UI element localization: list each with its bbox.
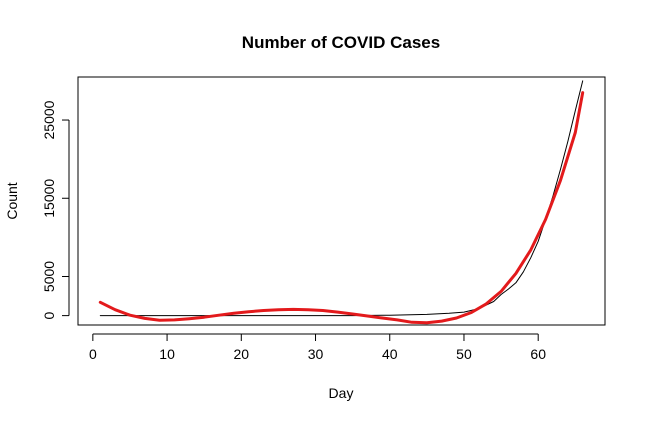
plot-frame <box>77 76 606 326</box>
x-axis: 0 10 20 30 40 50 60 <box>89 333 546 362</box>
x-tick-label: 60 <box>530 346 546 362</box>
x-tick-label: 20 <box>234 346 250 362</box>
x-axis-label: Day <box>329 385 354 401</box>
y-tick-label: 5000 <box>41 261 57 292</box>
series-line-2 <box>98 91 585 325</box>
chart-title: Number of COVID Cases <box>242 33 440 52</box>
x-tick-label: 0 <box>89 346 97 362</box>
series-layer <box>98 80 585 325</box>
y-axis: 0 5000 15000 25000 <box>41 100 70 320</box>
y-tick-label: 25000 <box>41 100 57 139</box>
y-tick-label: 15000 <box>41 179 57 218</box>
x-tick-label: 30 <box>308 346 324 362</box>
y-tick-label: 0 <box>41 312 57 320</box>
x-tick-label: 40 <box>382 346 398 362</box>
x-tick-label: 10 <box>159 346 175 362</box>
x-tick-label: 50 <box>456 346 472 362</box>
y-axis-label: Count <box>4 182 20 219</box>
